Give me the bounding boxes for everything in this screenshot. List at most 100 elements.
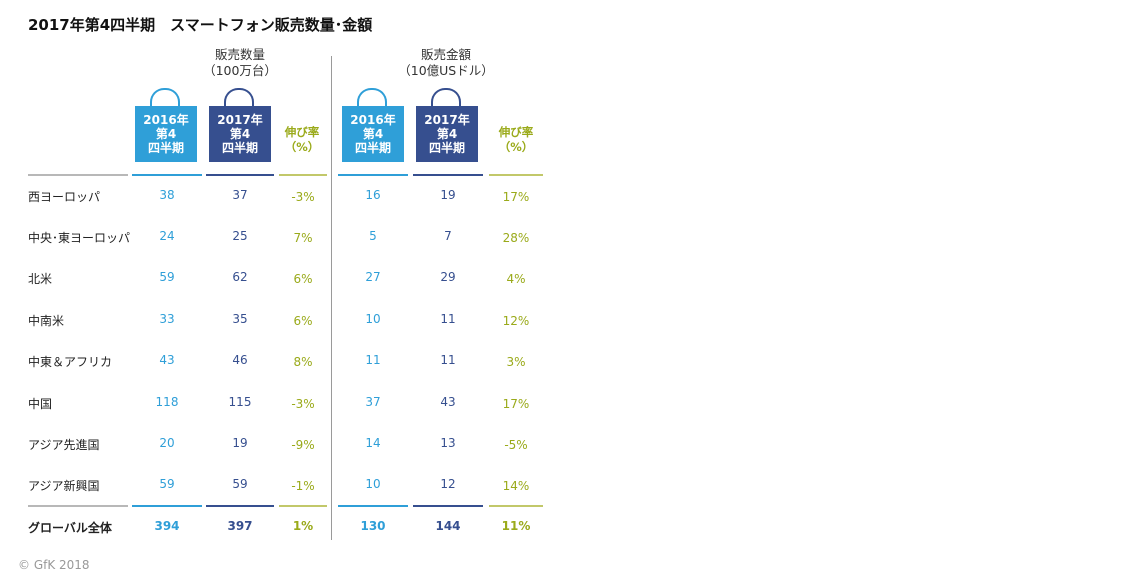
units-group-unit: （100万台）: [203, 63, 277, 78]
region-label: 北米: [28, 272, 53, 286]
bag-label-year: 2017年: [217, 113, 263, 127]
table-row: 北米 59 62 6% 27 29 4%: [0, 270, 560, 288]
region-label: アジア先進国: [28, 438, 100, 452]
total-underline-value-2017: [413, 505, 483, 507]
bag-label-year: 2016年: [143, 113, 189, 127]
value-2017-bag-icon: 2017年 第4 四半期: [416, 88, 478, 164]
cell-value-2016: 11: [365, 353, 381, 367]
growth-header-unit: （%）: [498, 140, 534, 154]
bag-handle: [431, 88, 461, 118]
total-underline-value-growth: [489, 505, 543, 507]
cell-units-2017: 19: [232, 436, 248, 450]
cell-value-2017: 11: [440, 312, 456, 326]
growth-header-label: 伸び率: [498, 125, 534, 139]
cell-value-2017: 29: [440, 270, 456, 284]
cell-units-2016: 20: [159, 436, 175, 450]
bag-label-quarter: 第4: [362, 127, 384, 141]
cell-value-2017: 12: [440, 477, 456, 491]
cell-units-2016: 59: [159, 270, 175, 284]
cell-value-2016: 14: [365, 436, 381, 450]
value-group-header: 販売金額 （10億USドル）: [376, 47, 516, 79]
region-label: 中国: [28, 397, 53, 411]
cell-value-2016: 37: [365, 395, 381, 409]
cell-units-growth: 1%: [292, 519, 314, 533]
bag-label-year: 2017年: [424, 113, 470, 127]
bag-label: 2016年 第4 四半期: [342, 106, 404, 162]
cell-value-growth: 28%: [502, 231, 530, 245]
cell-units-2017: 37: [232, 188, 248, 202]
region-label: 中央･東ヨーロッパ: [28, 231, 131, 245]
region-label: 西ヨーロッパ: [28, 190, 101, 204]
region-label: グローバル全体: [28, 521, 112, 535]
cell-units-2016: 59: [159, 477, 175, 491]
cell-units-2017: 397: [227, 519, 253, 533]
cell-units-2017: 115: [228, 395, 252, 409]
cell-value-growth: 3%: [506, 355, 526, 369]
bag-label-period: 四半期: [428, 141, 465, 155]
cell-value-growth: 17%: [502, 190, 530, 204]
cell-value-growth: 14%: [502, 479, 530, 493]
cell-value-growth: 11%: [501, 519, 531, 533]
cell-value-growth: 17%: [502, 397, 530, 411]
total-row: グローバル全体 394 397 1% 130 144 11%: [0, 519, 560, 537]
table-row: アジア新興国 59 59 -1% 10 12 14%: [0, 477, 560, 495]
bag-handle: [150, 88, 180, 118]
cell-units-growth: -9%: [291, 438, 315, 452]
total-underline-units-2016: [132, 505, 202, 507]
cell-units-2016: 24: [159, 229, 175, 243]
bag-label-period: 四半期: [354, 141, 391, 155]
total-underline-value-2016: [338, 505, 408, 507]
cell-value-2017: 13: [440, 436, 456, 450]
cell-units-2016: 43: [159, 353, 175, 367]
header-underline-value-2017: [413, 174, 483, 176]
cell-units-2017: 59: [232, 477, 248, 491]
cell-value-2017: 7: [444, 229, 452, 243]
cell-value-2016: 10: [365, 477, 381, 491]
total-underline-units-2017: [206, 505, 274, 507]
value-group-unit: （10億USドル）: [398, 63, 494, 78]
cell-units-2017: 46: [232, 353, 248, 367]
cell-value-2017: 19: [440, 188, 456, 202]
cell-units-growth: 6%: [293, 272, 313, 286]
cell-units-2016: 33: [159, 312, 175, 326]
bag-handle: [224, 88, 254, 118]
region-label: 中東＆アフリカ: [28, 355, 113, 369]
units-group-header: 販売数量 （100万台）: [170, 47, 310, 79]
bag-label-year: 2016年: [350, 113, 396, 127]
cell-units-2016: 38: [159, 188, 175, 202]
growth-header-label: 伸び率: [284, 125, 320, 139]
cell-units-growth: 8%: [293, 355, 313, 369]
copyright: © GfK 2018: [18, 558, 90, 572]
bag-label-period: 四半期: [147, 141, 184, 155]
section-divider: [331, 56, 332, 540]
bag-label: 2017年 第4 四半期: [416, 106, 478, 162]
header-underline-units-growth: [279, 174, 327, 176]
cell-value-2016: 130: [360, 519, 386, 533]
bag-label-period: 四半期: [221, 141, 258, 155]
region-label: アジア新興国: [28, 479, 100, 493]
units-2016-bag-icon: 2016年 第4 四半期: [135, 88, 197, 164]
cell-value-growth: 12%: [502, 314, 530, 328]
total-underline-units-growth: [279, 505, 327, 507]
bag-label-quarter: 第4: [229, 127, 251, 141]
cell-units-2016: 118: [155, 395, 179, 409]
cell-units-2016: 394: [154, 519, 180, 533]
table-row: 中国 118 115 -3% 37 43 17%: [0, 395, 560, 413]
value-group-title: 販売金額: [420, 47, 471, 62]
header-underline-value-growth: [489, 174, 543, 176]
cell-value-growth: -5%: [504, 438, 528, 452]
value-growth-header: 伸び率 （%）: [486, 125, 546, 155]
bag-handle: [357, 88, 387, 118]
table-row: 西ヨーロッパ 38 37 -3% 16 19 17%: [0, 188, 560, 206]
growth-header-unit: （%）: [284, 140, 320, 154]
bag-label: 2017年 第4 四半期: [209, 106, 271, 162]
table-row: 中央･東ヨーロッパ 24 25 7% 5 7 28%: [0, 229, 560, 247]
bag-label-quarter: 第4: [436, 127, 458, 141]
bag-label: 2016年 第4 四半期: [135, 106, 197, 162]
table-row: 中南米 33 35 6% 10 11 12%: [0, 312, 560, 330]
cell-value-growth: 4%: [506, 272, 526, 286]
region-label: 中南米: [28, 314, 65, 328]
cell-units-growth: -1%: [291, 479, 315, 493]
cell-value-2017: 43: [440, 395, 456, 409]
units-2017-bag-icon: 2017年 第4 四半期: [209, 88, 271, 164]
